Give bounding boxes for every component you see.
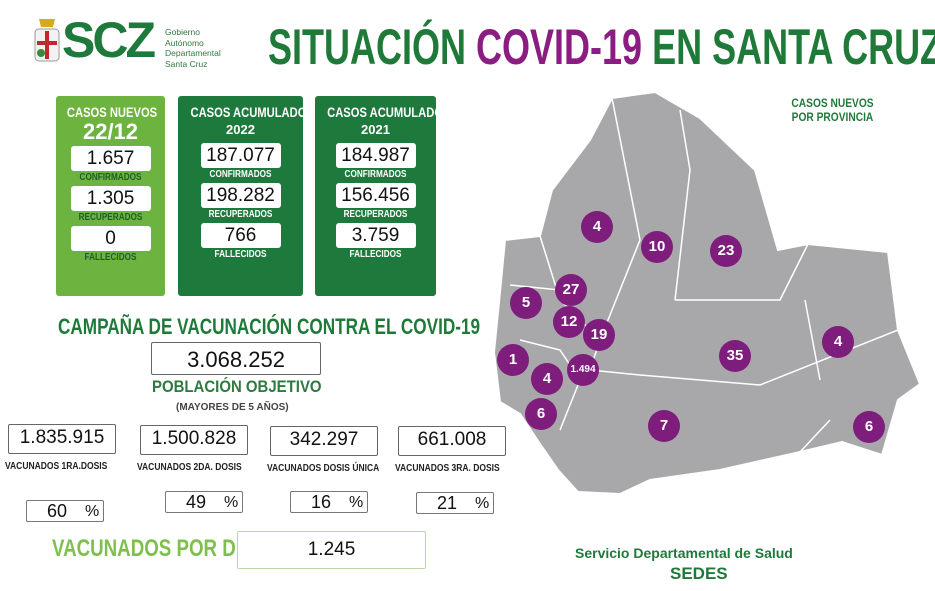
province-cases-marker: 4 (531, 363, 563, 395)
province-cases-marker: 1 (497, 344, 529, 376)
footer-line2: SEDES (670, 564, 728, 583)
percent-value: 60 (47, 501, 68, 521)
panel-subtitle: 2022 (226, 122, 255, 137)
province-cases-marker: 12 (553, 306, 585, 338)
dosis-value: 342.297 (270, 426, 378, 456)
poblacion-objetivo-label: POBLACIÓN OBJETIVO (152, 377, 322, 396)
fallecidos-value: 3.759 (335, 223, 416, 248)
percent-sign: % (475, 495, 490, 512)
province-cases-marker: 4 (581, 211, 613, 243)
province-cases-marker: 1.494 (567, 354, 599, 386)
percent-sign: % (349, 494, 364, 511)
page-title: SITUACIÓN COVID-19 EN SANTA CRUZ (268, 19, 935, 75)
panel-subtitle: 22/12 (82, 119, 139, 144)
percent-value: 49 (186, 492, 207, 512)
recuperados-label: RECUPERADOS (343, 209, 408, 220)
dosis-percent: 49% (165, 491, 243, 513)
panel-title: CASOS NUEVOS (66, 104, 158, 120)
cases-panel: CASOS ACUMULADOS 2022 187.077 CONFIRMADO… (178, 96, 314, 296)
fallecidos-value: 0 (70, 226, 151, 251)
vacunados-por-dia-label: VACUNADOS POR DÍA (52, 535, 255, 562)
coat-of-arms-icon (33, 17, 61, 65)
province-cases-marker: 6 (525, 398, 557, 430)
recuperados-label: RECUPERADOS (78, 212, 143, 223)
province-cases-marker: 7 (648, 410, 680, 442)
confirmados-label: CONFIRMADOS (344, 169, 407, 180)
panel-title: CASOS ACUMULADOS (190, 104, 314, 120)
province-cases-marker: 27 (555, 274, 587, 306)
percent-sign: % (85, 503, 100, 520)
cases-panel: CASOS ACUMULADOS 2021 184.987 CONFIRMADO… (315, 96, 451, 296)
dosis-value: 1.500.828 (140, 425, 248, 455)
confirmados-label: CONFIRMADOS (209, 169, 272, 180)
confirmados-label: CONFIRMADOS (79, 172, 142, 183)
dosis-value: 661.008 (398, 426, 506, 456)
logo-scz: SCZ (62, 12, 156, 68)
dosis-percent: 16% (290, 491, 368, 513)
confirmados-value: 1.657 (70, 146, 151, 171)
dosis-value: 1.835.915 (8, 424, 116, 454)
province-cases-marker: 35 (719, 340, 751, 372)
province-cases-marker: 5 (510, 287, 542, 319)
dosis-percent: 21% (416, 492, 494, 514)
percent-value: 16 (311, 492, 332, 512)
recuperados-value: 156.456 (335, 183, 416, 208)
poblacion-note: (MAYORES DE 5 AÑOS) (176, 402, 289, 413)
vacunados-por-dia-value: 1.245 (237, 531, 426, 569)
cases-panel: CASOS NUEVOS 22/12 1.657 CONFIRMADOS 1.3… (56, 96, 165, 296)
confirmados-value: 184.987 (335, 143, 416, 168)
percent-sign: % (224, 494, 239, 511)
province-cases-marker: 4 (822, 326, 854, 358)
recuperados-value: 1.305 (70, 186, 151, 211)
dosis-label: VACUNADOS 2DA. DOSIS (137, 462, 242, 473)
fallecidos-label: FALLECIDOS (214, 249, 267, 260)
dosis-label: VACUNADOS 1RA.DOSIS (5, 461, 108, 472)
dosis-percent: 60% (26, 500, 104, 522)
recuperados-value: 198.282 (200, 183, 281, 208)
panel-subtitle: 2021 (361, 122, 390, 137)
province-cases-marker: 10 (641, 231, 673, 263)
province-cases-marker: 23 (710, 235, 742, 267)
panel-title: CASOS ACUMULADOS (327, 104, 451, 120)
poblacion-objetivo-value: 3.068.252 (151, 342, 321, 375)
logo-subtitle: Gobierno Autónomo Departamental Santa Cruz (165, 27, 221, 69)
dosis-label: VACUNADOS DOSIS ÚNICA (267, 463, 380, 474)
fallecidos-label: FALLECIDOS (84, 252, 137, 263)
footer-line1: Servicio Departamental de Salud (575, 545, 793, 561)
confirmados-value: 187.077 (200, 143, 281, 168)
vaccination-title: CAMPAÑA DE VACUNACIÓN CONTRA EL COVID-19 (58, 314, 481, 339)
recuperados-label: RECUPERADOS (208, 209, 273, 220)
province-cases-marker: 6 (853, 411, 885, 443)
dosis-label: VACUNADOS 3RA. DOSIS (395, 463, 500, 474)
percent-value: 21 (437, 493, 458, 513)
map-legend: CASOS NUEVOS POR PROVINCIA (791, 96, 874, 124)
fallecidos-label: FALLECIDOS (349, 249, 402, 260)
fallecidos-value: 766 (200, 223, 281, 248)
province-cases-marker: 19 (583, 319, 615, 351)
